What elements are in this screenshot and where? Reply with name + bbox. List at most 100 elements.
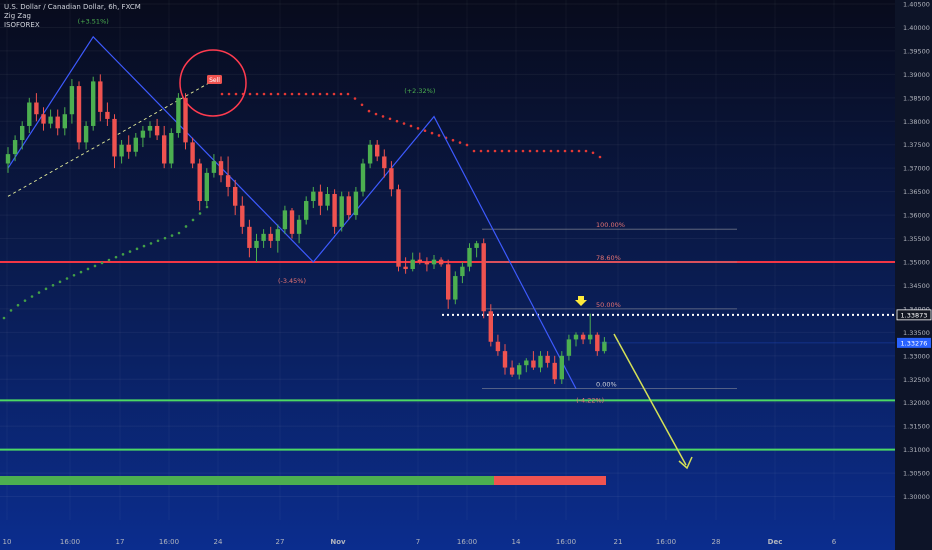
candle-body[interactable] [197, 163, 202, 202]
candle-body[interactable] [566, 339, 572, 356]
candle-body[interactable] [595, 334, 600, 352]
candle-body[interactable] [296, 219, 302, 234]
indicator-zigzag-label[interactable]: Zig Zag [4, 12, 31, 20]
candle-body[interactable] [474, 243, 479, 248]
candle-body[interactable] [396, 189, 401, 267]
candle-body[interactable] [204, 172, 209, 202]
candle-body[interactable] [190, 142, 195, 164]
candle-body[interactable] [147, 125, 153, 131]
candle-body[interactable] [275, 229, 280, 241]
candle-body[interactable] [375, 144, 380, 157]
candle-body[interactable] [346, 196, 351, 216]
candle-body[interactable] [353, 191, 359, 216]
candle-body[interactable] [261, 233, 266, 241]
candle-body[interactable] [176, 97, 181, 133]
candle-body[interactable] [247, 226, 252, 248]
psar-dot-bull [93, 264, 97, 268]
candle-body[interactable] [460, 266, 465, 277]
candle-body[interactable] [69, 86, 75, 115]
candle-body[interactable] [545, 355, 550, 363]
candle-body[interactable] [225, 175, 231, 187]
psar-dot-bear [437, 134, 441, 137]
candle-body[interactable] [325, 193, 330, 206]
candle-body[interactable] [211, 161, 217, 173]
candle-body[interactable] [488, 311, 493, 342]
candle-body[interactable] [55, 116, 60, 129]
candle-body[interactable] [552, 362, 557, 380]
marked-level-tag[interactable] [896, 309, 932, 321]
candle-body[interactable] [509, 367, 515, 375]
candle-body[interactable] [112, 118, 117, 157]
candle-body[interactable] [318, 191, 323, 206]
candle-body[interactable] [446, 264, 451, 300]
candle-body[interactable] [467, 247, 472, 267]
candle-body[interactable] [91, 81, 96, 126]
indicator-isoforex-label[interactable]: ISOFOREX [4, 21, 40, 29]
candle-body[interactable] [538, 355, 543, 368]
candle-body[interactable] [524, 360, 529, 366]
candle-body[interactable] [282, 210, 288, 230]
candle-body[interactable] [105, 111, 110, 119]
candle-body[interactable] [154, 125, 160, 136]
candle-body[interactable] [417, 259, 422, 262]
psar-dot-bear [500, 149, 504, 153]
candle-body[interactable] [233, 186, 238, 206]
candle-body[interactable] [410, 259, 415, 270]
candle-body[interactable] [5, 154, 11, 164]
projection-arrow-line[interactable] [613, 333, 687, 466]
candle-body[interactable] [162, 135, 167, 164]
candle-body[interactable] [580, 334, 586, 340]
candle-body[interactable] [289, 210, 295, 234]
candle-body[interactable] [431, 259, 437, 265]
x-tick-label: 14 [512, 538, 521, 546]
candle-body[interactable] [169, 133, 174, 164]
candle-body[interactable] [573, 334, 579, 340]
candle-body[interactable] [502, 351, 508, 368]
candle-body[interactable] [48, 116, 53, 124]
candle-body[interactable] [76, 86, 82, 143]
candle-body[interactable] [98, 81, 103, 112]
candle-body[interactable] [218, 161, 224, 176]
candle-body[interactable] [133, 137, 138, 152]
dashed-trendline[interactable] [7, 78, 217, 197]
candle-body[interactable] [602, 341, 607, 352]
candle-body[interactable] [403, 266, 408, 270]
candle-body[interactable] [495, 341, 501, 352]
candle-body[interactable] [382, 156, 387, 169]
candle-body[interactable] [254, 240, 259, 248]
candle-body[interactable] [183, 97, 188, 143]
candle-body[interactable] [517, 365, 522, 375]
candle-body[interactable] [311, 191, 316, 202]
sell-signal-badge[interactable] [207, 75, 222, 84]
candle-body[interactable] [438, 259, 444, 265]
zigzag-line[interactable] [7, 35, 577, 389]
candle-body[interactable] [83, 125, 89, 143]
candle-body[interactable] [240, 205, 245, 227]
candle-body[interactable] [41, 114, 46, 124]
candle-body[interactable] [389, 168, 394, 190]
candle-body[interactable] [119, 144, 124, 157]
candle-body[interactable] [12, 140, 18, 155]
candle-body[interactable] [140, 130, 146, 138]
candle-body[interactable] [531, 360, 536, 368]
candle-body[interactable] [27, 102, 32, 126]
candle-body[interactable] [588, 334, 593, 340]
candle-body[interactable] [34, 102, 39, 115]
candle-body[interactable] [367, 144, 373, 164]
candle-body[interactable] [126, 144, 131, 152]
candle-body[interactable] [424, 262, 430, 265]
candle-body[interactable] [20, 125, 25, 141]
candle-body[interactable] [481, 243, 486, 312]
candle-body[interactable] [304, 201, 309, 220]
candle-body[interactable] [332, 193, 337, 227]
psar-dot-bear [248, 92, 252, 96]
candle-body[interactable] [339, 196, 344, 227]
candle-body[interactable] [453, 276, 458, 300]
candle-body[interactable] [268, 233, 273, 241]
candle-body[interactable] [360, 163, 366, 192]
projection-arrow-head-icon [678, 456, 693, 470]
current-price-tag[interactable] [897, 337, 931, 348]
candle-body[interactable] [559, 355, 564, 380]
candle-body[interactable] [62, 114, 67, 129]
